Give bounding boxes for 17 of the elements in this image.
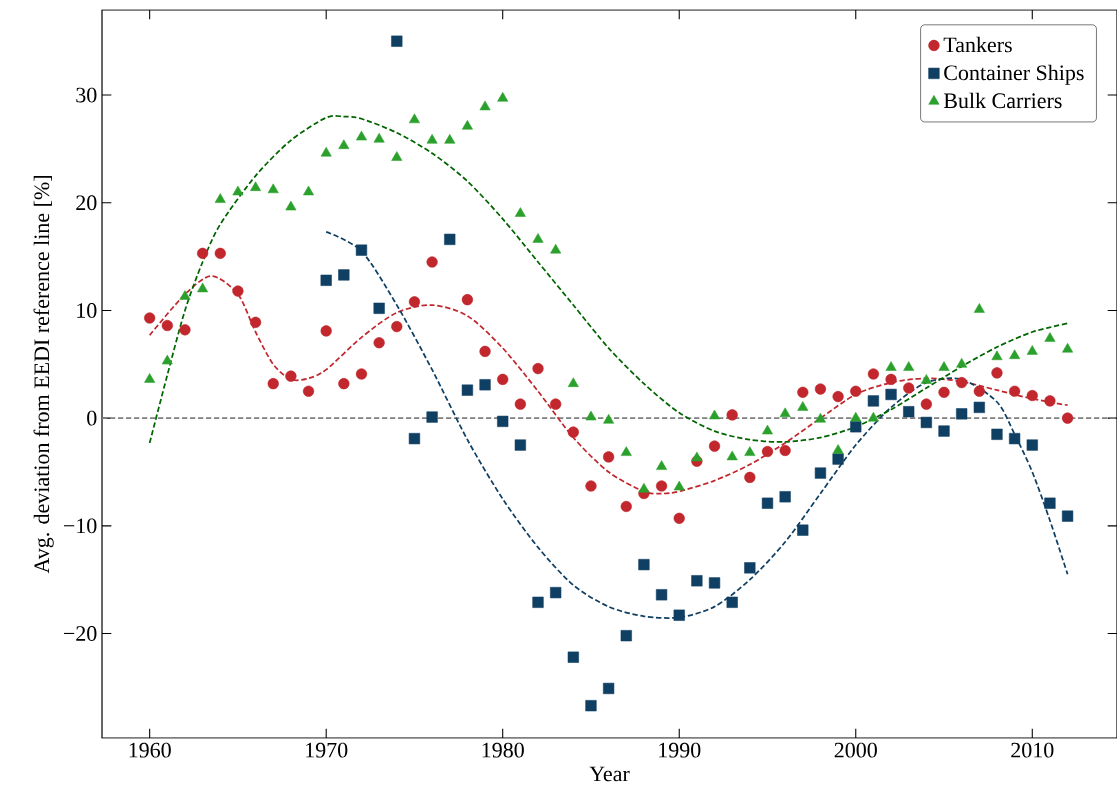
y-tick-label: 0 [87, 410, 97, 426]
legend-label: Bulk Carriers [943, 92, 1062, 109]
x-tick-label: 1960 [129, 742, 171, 758]
y-tick-label: 30 [76, 87, 97, 103]
legend-label: Tankers [943, 36, 1012, 53]
y-axis-title: Avg. deviation from EEDI reference line [%] [33, 176, 54, 574]
x-tick-label: 2000 [834, 742, 877, 758]
x-tick-label: 1980 [482, 742, 524, 758]
x-axis-title: Year [589, 766, 630, 782]
legend-label: Container Ships [944, 64, 1084, 85]
x-tick-label: 1970 [306, 742, 348, 758]
y-tick-label: −10 [63, 518, 97, 534]
y-tick-label: −20 [63, 626, 97, 641]
y-tick-label: 20 [76, 195, 97, 211]
y-tick-label: 10 [77, 303, 97, 318]
x-tick-label: 1990 [659, 742, 701, 758]
x-tick-label: 2010 [1011, 742, 1054, 758]
